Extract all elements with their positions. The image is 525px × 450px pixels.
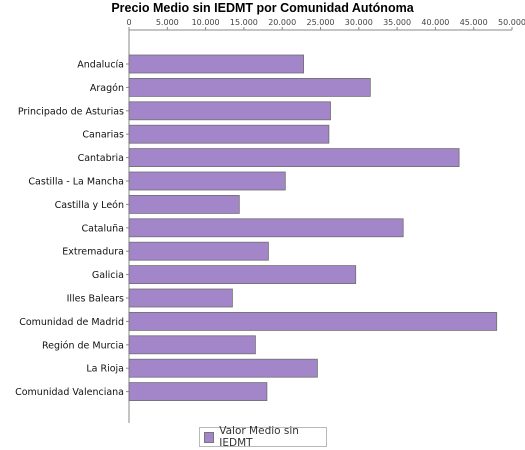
category-label: Extremadura (62, 247, 124, 258)
category-label: Andalucía (77, 60, 124, 71)
bar (128, 265, 357, 285)
x-tick-label: 40.000 (421, 18, 449, 27)
category-label: Canarias (82, 130, 124, 141)
legend-swatch (204, 431, 215, 443)
x-tick-label: 50.000 (498, 18, 525, 27)
bar (128, 101, 331, 121)
bar (128, 335, 256, 355)
bar (128, 78, 371, 97)
category-label: Illes Balears (67, 294, 124, 305)
legend: Valor Medio sin IEDMT (199, 425, 327, 449)
category-label: Comunidad Valenciana (15, 387, 124, 398)
bar (128, 171, 286, 191)
x-tick-label: 35.000 (383, 18, 411, 27)
x-tick-label: 5.000 (156, 18, 179, 27)
category-label: La Rioja (86, 364, 124, 375)
legend-label: Valor Medio sin IEDMT (219, 425, 299, 449)
x-tick-label: 0 (126, 18, 131, 27)
category-label: Aragón (90, 83, 124, 94)
x-tick-label: 20.000 (268, 18, 296, 27)
x-tick-label: 30.000 (345, 18, 373, 27)
bar (128, 382, 268, 402)
x-tick-label: 25.000 (307, 18, 335, 27)
bar (128, 124, 330, 144)
bar (128, 54, 305, 74)
bar (128, 194, 240, 214)
category-label: Galicia (92, 270, 124, 281)
category-label: Cantabria (78, 153, 124, 164)
bar (128, 311, 498, 331)
chart-title: Precio Medio sin IEDMT por Comunidad Aut… (111, 1, 414, 15)
bar (128, 241, 269, 261)
category-label: Castilla y León (55, 200, 124, 211)
category-label: Principado de Asturias (18, 106, 124, 117)
x-tick-label: 15.000 (230, 18, 258, 27)
category-label: Castilla - La Mancha (28, 177, 124, 188)
x-tick-label: 45.000 (460, 18, 488, 27)
bar (128, 288, 233, 308)
x-tick-label: 10.000 (192, 18, 220, 27)
category-label: Región de Murcia (42, 340, 124, 351)
bar (128, 218, 404, 238)
category-label: Cataluña (81, 223, 124, 234)
category-label: Comunidad de Madrid (19, 317, 124, 328)
bar (128, 358, 318, 378)
bar (128, 148, 460, 168)
